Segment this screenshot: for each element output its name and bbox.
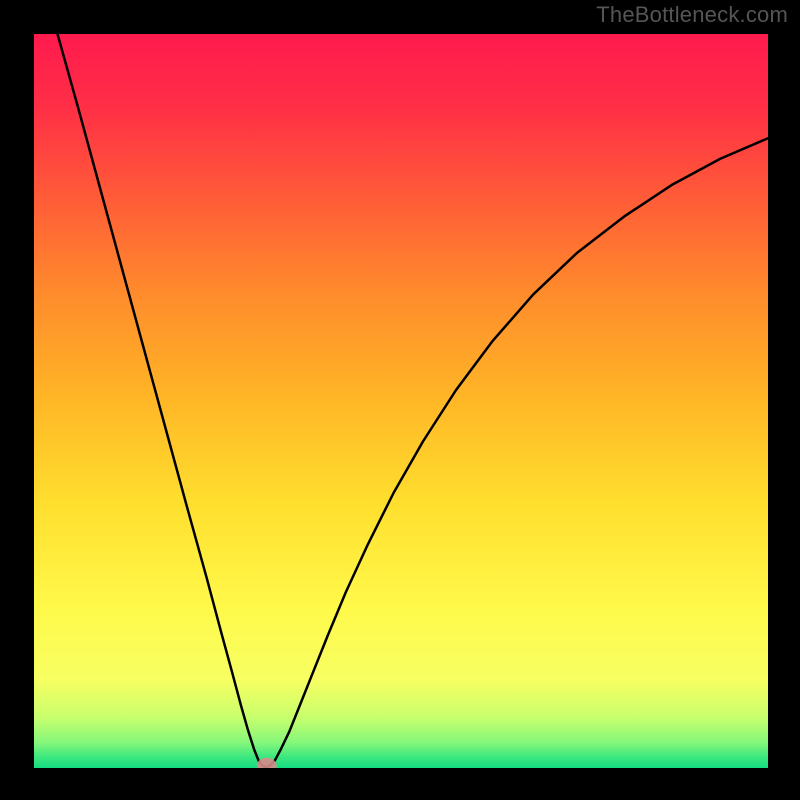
minimum-marker — [257, 758, 277, 768]
watermark-text: TheBottleneck.com — [596, 2, 788, 28]
chart-container: TheBottleneck.com — [0, 0, 800, 800]
plot-area — [34, 34, 768, 768]
curve-layer — [34, 34, 768, 768]
bottleneck-curve — [57, 34, 768, 767]
